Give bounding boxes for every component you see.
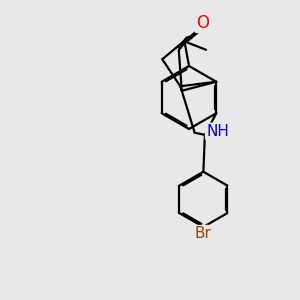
Text: Br: Br [195,226,212,241]
Text: NH: NH [206,124,229,139]
Text: O: O [196,14,209,32]
